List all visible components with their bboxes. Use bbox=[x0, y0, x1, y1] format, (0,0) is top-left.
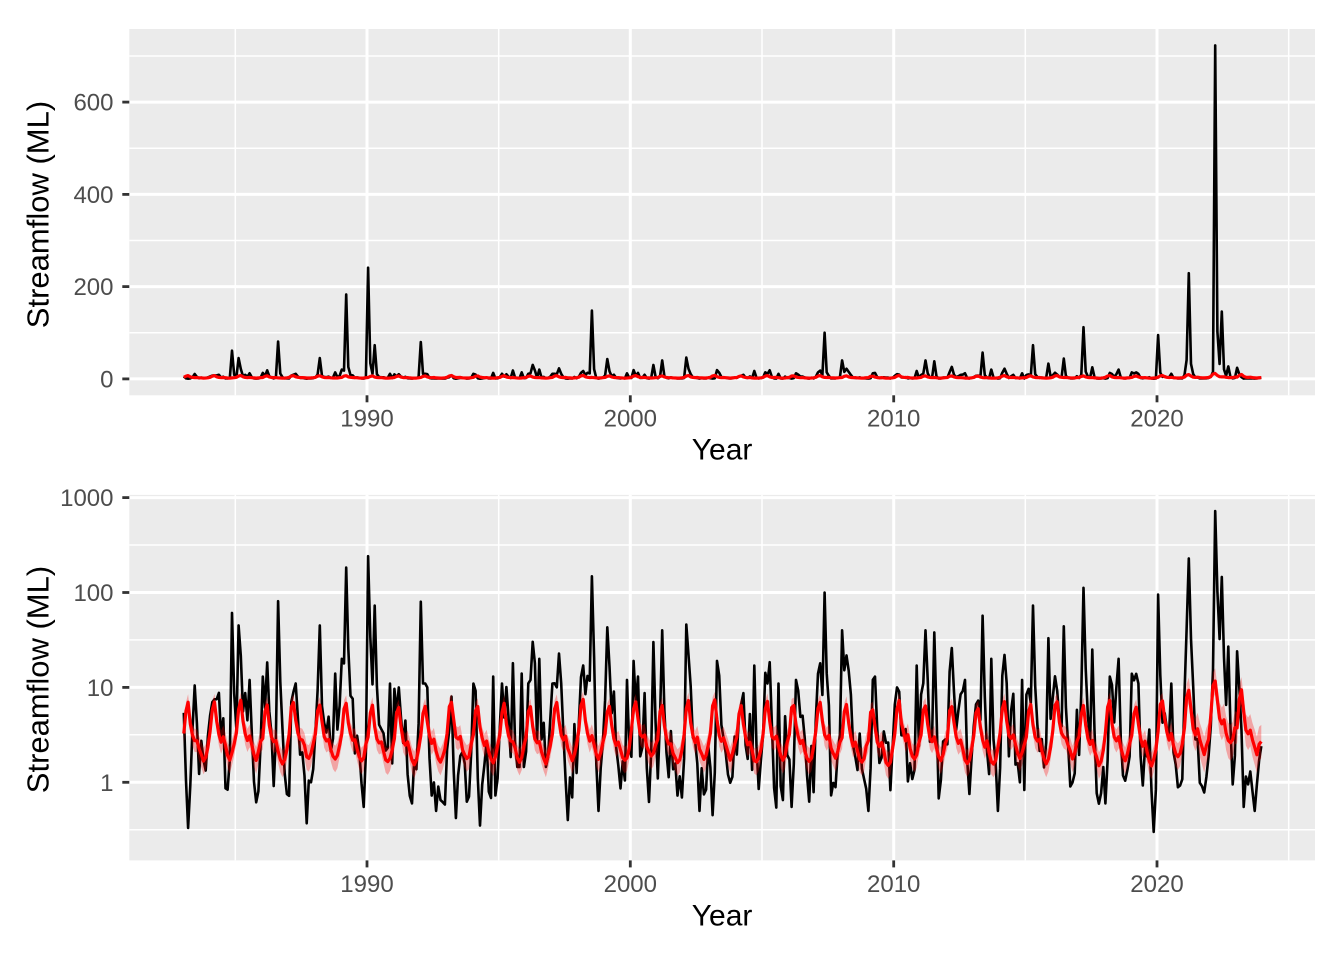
svg-text:100: 100 bbox=[73, 580, 113, 607]
svg-text:2000: 2000 bbox=[604, 871, 657, 898]
svg-text:600: 600 bbox=[73, 90, 113, 117]
svg-text:2020: 2020 bbox=[1130, 871, 1183, 898]
svg-text:400: 400 bbox=[73, 182, 113, 209]
svg-text:1: 1 bbox=[100, 770, 113, 797]
svg-text:Streamflow (ML): Streamflow (ML) bbox=[21, 566, 56, 793]
svg-text:1990: 1990 bbox=[340, 406, 393, 433]
svg-text:1990: 1990 bbox=[340, 871, 393, 898]
svg-text:2010: 2010 bbox=[867, 406, 920, 433]
svg-text:1000: 1000 bbox=[60, 485, 113, 512]
svg-text:2000: 2000 bbox=[604, 406, 657, 433]
svg-text:2010: 2010 bbox=[867, 871, 920, 898]
svg-text:200: 200 bbox=[73, 274, 113, 301]
svg-text:Year: Year bbox=[692, 899, 753, 932]
svg-text:Year: Year bbox=[692, 434, 753, 467]
svg-text:10: 10 bbox=[87, 675, 114, 702]
svg-text:0: 0 bbox=[100, 367, 113, 394]
svg-text:Streamflow (ML): Streamflow (ML) bbox=[21, 101, 56, 328]
svg-text:2020: 2020 bbox=[1130, 406, 1183, 433]
